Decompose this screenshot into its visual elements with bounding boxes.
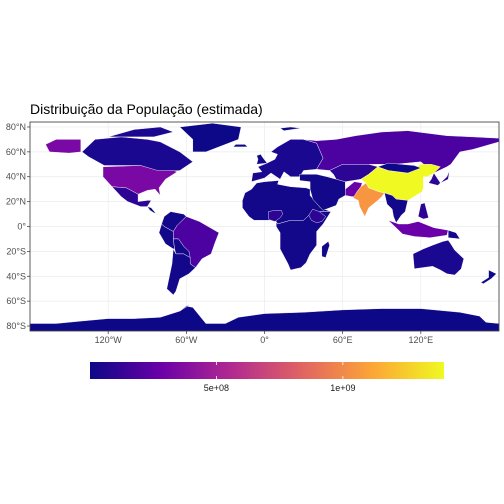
region-india [352, 182, 385, 217]
y-axis: 80°N 60°N 40°N 20°N 0° 20°S 40°S 60°S 80°S [6, 122, 30, 331]
y-tick-label: 20°S [6, 246, 26, 256]
region-madagascar [321, 241, 330, 258]
y-tick-label: 40°N [6, 172, 26, 182]
colorbar-label: 1e+09 [330, 383, 355, 393]
colorbar [90, 362, 444, 379]
x-tick-label: 0° [260, 335, 269, 345]
region-alaska [45, 139, 82, 154]
region-nigeria [268, 210, 283, 222]
region-africa-north [242, 180, 332, 225]
region-svalbard [279, 126, 302, 131]
x-tick-label: 120°W [95, 335, 123, 345]
region-mexico [111, 186, 152, 207]
region-central-america [147, 206, 165, 217]
region-mongolia [377, 162, 421, 174]
y-tick-label: 40°S [6, 271, 26, 281]
y-tick-label: 60°N [6, 147, 26, 157]
region-philippines [418, 202, 429, 220]
color-legend: 5e+08 1e+09 [90, 362, 444, 393]
region-southeast-asia [384, 192, 408, 224]
y-tick-label: 80°N [6, 122, 26, 132]
region-greenland [179, 122, 242, 153]
y-tick-label: 20°N [6, 197, 26, 207]
map-title: Distribuição da População (estimada) [30, 101, 263, 117]
region-africa-south [276, 211, 332, 271]
region-papua [448, 229, 461, 240]
y-tick-label: 0° [17, 222, 26, 232]
colorbar-ticks: 5e+08 1e+09 [204, 362, 355, 393]
colorbar-label: 5e+08 [204, 383, 229, 393]
region-new-zealand [480, 269, 497, 284]
x-tick-label: 60°E [333, 335, 353, 345]
region-antarctic-peninsula [179, 304, 191, 312]
region-uk [256, 154, 268, 165]
x-tick-label: 120°E [409, 335, 434, 345]
y-tick-label: 80°S [6, 321, 26, 331]
country-regions [29, 122, 500, 332]
region-australia [412, 239, 464, 276]
region-antarctica [29, 305, 500, 332]
region-ethiopia [308, 208, 326, 224]
region-korea-japan [428, 170, 450, 186]
x-axis: 120°W 60°W 0° 60°E 120°E [95, 331, 434, 345]
x-tick-label: 60°W [175, 335, 198, 345]
y-tick-label: 60°S [6, 296, 26, 306]
region-argentina-chile [166, 248, 196, 296]
region-iceland [232, 144, 248, 148]
region-arctic-canada [107, 126, 174, 138]
